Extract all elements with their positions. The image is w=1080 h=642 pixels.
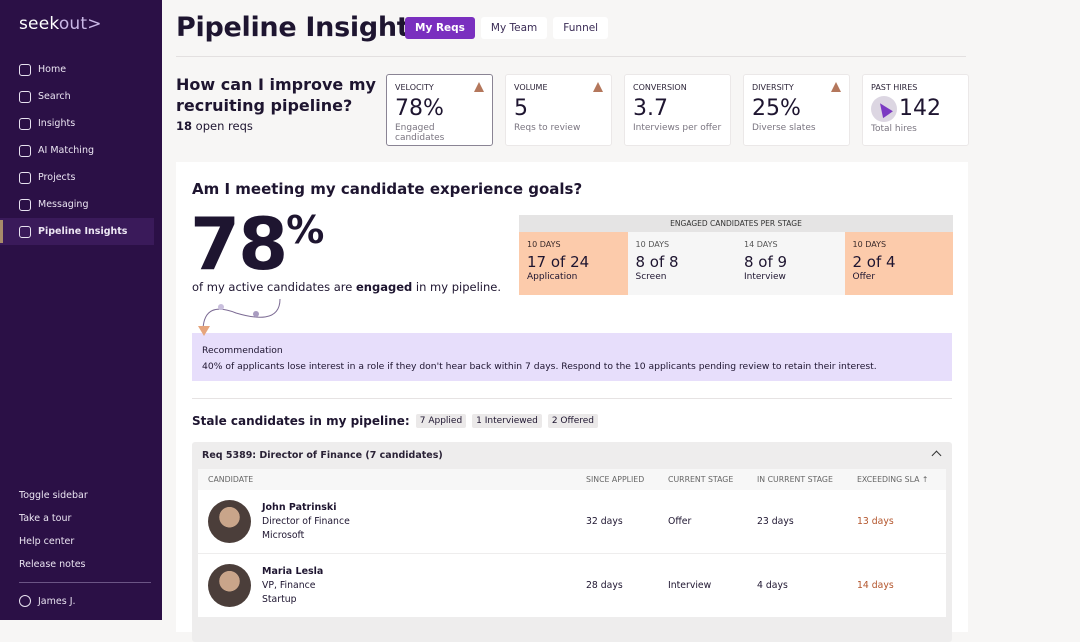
table-row[interactable]: Maria Lesla VP, Finance Startup 28 days Inte… xyxy=(198,554,946,618)
sidebar: seekout> Home Search Insights AI Matching Pr… xyxy=(0,0,162,620)
stage-offer: 10 DAYS 2 of 4 Offer xyxy=(844,232,953,295)
table-row[interactable]: John Patrinski Director of Finance Microso… xyxy=(198,490,946,554)
metric-card-velocity[interactable]: VELOCITY 78% Engaged candidates xyxy=(386,74,493,146)
divider xyxy=(176,56,966,57)
stage-screen: 10 DAYS 8 of 8 Screen xyxy=(627,232,736,295)
col-current-stage[interactable]: CURRENT STAGE xyxy=(668,475,734,484)
metric-card-past-hires[interactable]: PAST HIRES 142 Total hires xyxy=(862,74,969,146)
tab-my-team[interactable]: My Team xyxy=(480,17,548,39)
stale-header: Stale candidates in my pipeline: 7 Appli… xyxy=(192,414,599,428)
messaging-icon xyxy=(19,198,31,211)
sidebar-item-insights[interactable]: Insights xyxy=(0,110,162,137)
warning-icon xyxy=(831,82,841,92)
chevron-up-icon[interactable] xyxy=(931,450,942,461)
candidate-name[interactable]: Maria Lesla xyxy=(262,565,324,577)
toggle-sidebar-link[interactable]: Toggle sidebar xyxy=(19,490,88,501)
section-heading: Am I meeting my candidate experience goa… xyxy=(192,180,583,198)
experience-panel: Am I meeting my candidate experience goa… xyxy=(176,162,968,642)
release-notes-link[interactable]: Release notes xyxy=(19,559,86,570)
insights-icon xyxy=(19,117,31,130)
avatar xyxy=(208,564,251,607)
page-title: Pipeline Insights xyxy=(176,12,426,43)
help-center-link[interactable]: Help center xyxy=(19,536,75,547)
col-exceeding-sla[interactable]: EXCEEDING SLA ↑ xyxy=(857,475,929,484)
recommendation-box: Recommendation 40% of applicants lose in… xyxy=(192,333,952,381)
metric-card-conversion[interactable]: CONVERSION 3.7 Interviews per offer xyxy=(624,74,731,146)
chip-interviewed[interactable]: 1 Interviewed xyxy=(472,414,542,428)
sidebar-item-pipeline-insights[interactable]: Pipeline Insights xyxy=(0,218,154,245)
user-menu[interactable]: James J. xyxy=(19,595,76,607)
req-group: Req 5389: Director of Finance (7 candida… xyxy=(192,442,952,642)
metric-card-diversity[interactable]: DIVERSITY 25% Diverse slates xyxy=(743,74,850,146)
tab-funnel[interactable]: Funnel xyxy=(553,17,609,39)
engaged-percent: 78% xyxy=(190,202,325,286)
chip-offered[interactable]: 2 Offered xyxy=(547,414,599,428)
sidebar-item-search[interactable]: Search xyxy=(0,83,162,110)
view-tabs: My Reqs My Team Funnel xyxy=(405,17,609,39)
recommendation-title: Recommendation xyxy=(202,345,283,356)
metric-cards: VELOCITY 78% Engaged candidates VOLUME 5 Reqs… xyxy=(386,74,969,146)
recommendation-text: 40% of applicants lose interest in a rol… xyxy=(202,361,877,372)
search-icon xyxy=(19,90,31,103)
sidebar-footer: Toggle sidebar Take a tour Help center R… xyxy=(19,490,88,582)
sidebar-item-messaging[interactable]: Messaging xyxy=(0,191,162,218)
candidate-name[interactable]: John Patrinski xyxy=(262,501,337,513)
party-popper-icon xyxy=(871,96,897,122)
open-reqs: 18 open reqs xyxy=(176,119,253,133)
engaged-per-stage: ENGAGED CANDIDATES PER STAGE 10 DAYS 17 o… xyxy=(519,215,953,295)
pin-icon xyxy=(198,326,210,336)
stale-table: CANDIDATE SINCE APPLIED CURRENT STAGE IN… xyxy=(198,469,946,618)
funnel-icon xyxy=(19,225,31,238)
chip-applied[interactable]: 7 Applied xyxy=(415,414,467,428)
col-since-applied[interactable]: SINCE APPLIED xyxy=(586,475,645,484)
warning-icon xyxy=(593,82,603,92)
home-icon xyxy=(19,63,31,76)
table-header: CANDIDATE SINCE APPLIED CURRENT STAGE IN… xyxy=(198,469,946,490)
projects-icon xyxy=(19,171,31,184)
sidebar-item-projects[interactable]: Projects xyxy=(0,164,162,191)
take-tour-link[interactable]: Take a tour xyxy=(19,513,72,524)
divider xyxy=(19,582,151,583)
stage-application: 10 DAYS 17 of 24 Application xyxy=(519,232,628,295)
divider xyxy=(192,398,952,399)
stage-interview: 14 DAYS 8 of 9 Interview xyxy=(736,232,845,295)
metric-card-volume[interactable]: VOLUME 5 Reqs to review xyxy=(505,74,612,146)
robot-icon xyxy=(19,144,31,157)
warning-icon xyxy=(474,82,484,92)
col-candidate[interactable]: CANDIDATE xyxy=(208,475,254,484)
tab-my-reqs[interactable]: My Reqs xyxy=(405,17,475,39)
sidebar-item-ai-matching[interactable]: AI Matching xyxy=(0,137,162,164)
logo[interactable]: seekout> xyxy=(19,14,102,34)
engaged-caption: of my active candidates are engaged in m… xyxy=(192,280,501,294)
avatar xyxy=(208,500,251,543)
user-icon xyxy=(19,595,31,607)
sidebar-nav: Home Search Insights AI Matching Projects Mes… xyxy=(0,56,162,245)
stages-title: ENGAGED CANDIDATES PER STAGE xyxy=(519,215,953,232)
sidebar-item-home[interactable]: Home xyxy=(0,56,162,83)
connector-curve xyxy=(202,298,281,330)
intro-question: How can I improve my recruiting pipeline… xyxy=(176,75,376,115)
col-in-current-stage[interactable]: IN CURRENT STAGE xyxy=(757,475,833,484)
req-group-title[interactable]: Req 5389: Director of Finance (7 candida… xyxy=(202,450,443,461)
